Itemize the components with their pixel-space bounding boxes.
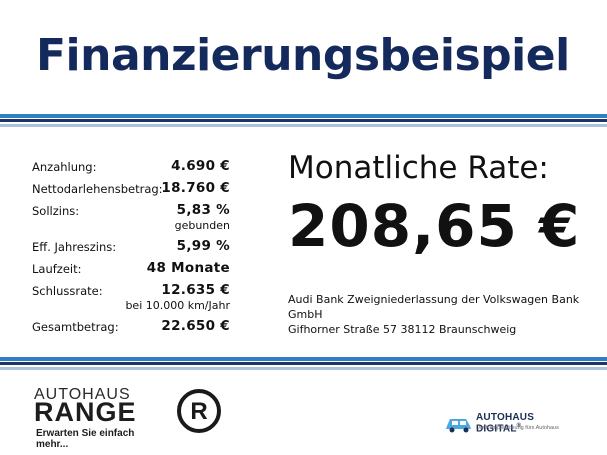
bank-info: Audi Bank Zweigniederlassung der Volkswa… [288,292,607,337]
detail-value: 22.650 € [161,318,230,334]
divider-stripe [0,362,607,365]
autohaus-digital-logo: AUTOHAUS DIGITAL® Die Komplettlösung für… [444,411,574,435]
detail-row-schlussrate: Schlussrate: 12.635 € bei 10.000 km/Jahr [32,282,230,318]
detail-value: 48 Monate [146,260,230,276]
logo-text-autohaus: AUTOHAUS [34,386,131,403]
detail-value: 12.635 € [161,282,230,298]
digital-name-text: AUTOHAUS DIGITAL [476,412,535,435]
detail-row-nettodarlehensbetrag: Nettodarlehensbetrag: 18.760 € [32,180,230,200]
divider-stripe [0,114,607,118]
detail-value: 4.690 € [171,158,230,174]
bank-name: Audi Bank Zweigniederlassung der Volkswa… [288,293,580,321]
detail-row-gesamtbetrag: Gesamtbetrag: 22.650 € [32,318,230,338]
divider-stripe [0,357,607,361]
bank-address: Gifhorner Straße 57 38112 Braunschweig [288,323,517,336]
divider-stripe [0,119,607,122]
detail-subtext: gebunden [174,219,230,232]
page-title: Finanzierungsbeispiel [36,30,570,81]
detail-subtext: bei 10.000 km/Jahr [125,299,230,312]
car-icon [446,419,471,433]
monthly-rate-label: Monatliche Rate: [288,150,549,186]
detail-label: Gesamtbetrag: [32,320,119,334]
detail-row-eff-jahreszins: Eff. Jahreszins: 5,99 % [32,238,230,258]
financing-details: Anzahlung: 4.690 € Nettodarlehensbetrag:… [32,158,230,338]
detail-value: 5,99 % [176,238,230,254]
detail-row-laufzeit: Laufzeit: 48 Monate [32,260,230,280]
detail-value: 18.760 € [161,180,230,196]
detail-label: Eff. Jahreszins: [32,240,117,254]
detail-label: Laufzeit: [32,262,82,276]
detail-label: Anzahlung: [32,160,97,174]
range-r-logo-icon: R [177,389,221,433]
detail-row-sollzins: Sollzins: 5,83 % gebunden [32,202,230,238]
registered-mark: ® [516,423,522,429]
detail-row-anzahlung: Anzahlung: 4.690 € [32,158,230,178]
autohaus-range-logo: AUTOHAUS RANGE Erwarten Sie einfach mehr… [34,386,164,450]
detail-value: 5,83 % [176,202,230,218]
detail-label: Nettodarlehensbetrag: [32,182,163,196]
monthly-rate-value: 208,65 € [288,192,581,260]
detail-label: Sollzins: [32,204,80,218]
detail-label: Schlussrate: [32,284,103,298]
r-logo-letter: R [190,398,207,425]
autohaus-digital-tagline: Die Komplettlösung fürs Autohaus [476,425,559,431]
divider-stripe [0,367,607,370]
logo-slogan: Erwarten Sie einfach mehr... [36,428,135,450]
autohaus-digital-name: AUTOHAUS DIGITAL® [476,412,574,434]
logo-text-range: RANGE [34,397,137,427]
divider-stripe [0,124,607,127]
